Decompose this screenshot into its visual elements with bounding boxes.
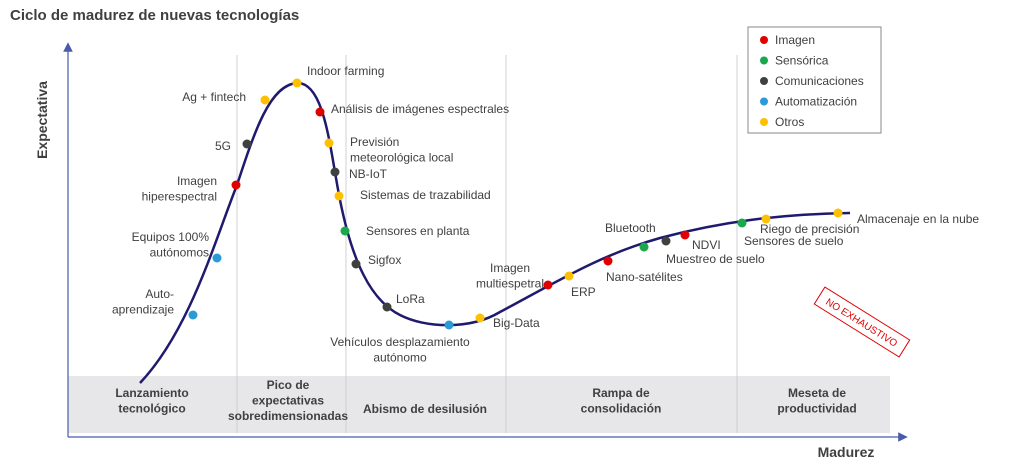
point (334, 191, 344, 201)
dividers (236, 55, 738, 433)
point-label: Imagen (177, 174, 217, 188)
point-label: 5G (215, 139, 231, 153)
point-label: Bluetooth (605, 221, 656, 235)
stamp-text: NO EXHAUSTIVO (823, 297, 899, 350)
point-label: ERP (571, 285, 596, 299)
point (292, 78, 302, 88)
title: Ciclo de madurez de nuevas tecnologías (10, 7, 299, 24)
stamp: NO EXHAUSTIVO (813, 286, 911, 358)
legend-label: Sensórica (775, 54, 829, 68)
point-label: aprendizaje (112, 303, 174, 317)
legend-label: Automatización (775, 95, 857, 109)
point (382, 302, 392, 312)
point-label: NDVI (692, 238, 721, 252)
point (444, 320, 454, 330)
point-label: Sensores de suelo (744, 234, 844, 248)
phase-label: Rampa de (592, 386, 650, 400)
point-label: Ag + fintech (182, 90, 246, 104)
point-label: LoRa (396, 292, 425, 306)
point-label: Análisis de imágenes espectrales (331, 102, 509, 116)
legend-label: Comunicaciones (775, 74, 864, 88)
point (680, 230, 690, 240)
point (475, 313, 485, 323)
point (564, 271, 574, 281)
point (212, 253, 222, 263)
dynamic: Imagen Sensórica Comunicaciones Automatizac… (112, 33, 979, 423)
phase-label: Meseta de (788, 386, 846, 400)
point (833, 208, 843, 218)
point (639, 242, 649, 252)
point (260, 95, 270, 105)
phase-label: tecnológico (118, 402, 185, 416)
phase-label: Pico de (267, 378, 310, 392)
point-label: Nano-satélites (606, 270, 683, 284)
phase-label: productividad (777, 402, 856, 416)
point (340, 226, 350, 236)
phase-label: sobredimensionadas (228, 409, 348, 423)
point-label: hiperespectral (142, 190, 217, 204)
point-label: Indoor farming (307, 64, 384, 78)
point (315, 107, 325, 117)
phase-label: consolidación (581, 402, 662, 416)
point-label: Auto- (145, 287, 174, 301)
point (543, 280, 553, 290)
point-label: Vehículos desplazamiento (330, 335, 470, 349)
point-label: Almacenaje en la nube (857, 212, 979, 226)
phase-label: expectativas (252, 394, 324, 408)
point (242, 139, 252, 149)
point-label: Imagen (490, 261, 530, 275)
x-axis-label: Madurez (818, 444, 875, 460)
point-label: autónomos (150, 246, 209, 260)
point (661, 236, 671, 246)
phase-label: Lanzamiento (115, 386, 188, 400)
legend-box (747, 26, 882, 134)
legend-dot (760, 56, 768, 65)
legend-dot (760, 97, 768, 106)
legend-dot (760, 77, 768, 85)
point (351, 259, 361, 269)
point-label: Previsión (350, 135, 399, 149)
point (231, 180, 241, 190)
point (324, 138, 334, 148)
point (603, 256, 613, 266)
stamp-border (813, 286, 911, 358)
point-label: Sistemas de trazabilidad (360, 188, 491, 202)
point-label: Muestreo de suelo (666, 252, 765, 266)
phase-band (68, 376, 890, 433)
legend-dot (760, 36, 768, 44)
point-label: Big-Data (493, 316, 540, 330)
point-label: Sigfox (368, 253, 401, 267)
phase-label: Abismo de desilusión (363, 402, 487, 416)
legend-label: Imagen (775, 33, 815, 47)
point-label: autónomo (373, 351, 427, 365)
point-label: Sensores en planta (366, 224, 470, 238)
point-label: Riego de precisión (760, 222, 859, 236)
y-axis-label: Expectativa (34, 81, 50, 159)
point (761, 214, 771, 224)
point-label: NB-IoT (349, 167, 388, 181)
point (330, 167, 340, 177)
legend-dot (760, 118, 768, 126)
point-label: meteorológica local (350, 151, 453, 165)
point-label: Equipos 100% (132, 230, 210, 244)
point (188, 310, 198, 320)
point (737, 218, 747, 228)
curve (139, 81, 851, 384)
point-label: multiespetral (476, 277, 544, 291)
legend-label: Otros (775, 115, 804, 129)
